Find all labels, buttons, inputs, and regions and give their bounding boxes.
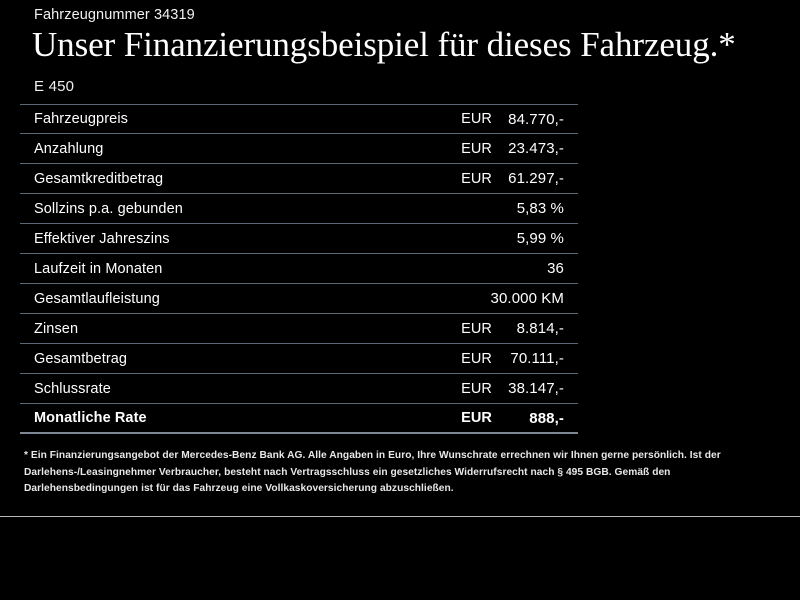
table-row: Gesamtkreditbetrag EUR 61.297,-: [20, 164, 578, 194]
row-currency: EUR: [461, 170, 492, 187]
row-currency: EUR: [461, 111, 492, 127]
row-value: 70.111,-: [510, 350, 564, 367]
table-row: Zinsen EUR 8.814,-: [20, 314, 578, 344]
row-label: Fahrzeugpreis: [34, 111, 128, 127]
row-label: Laufzeit in Monaten: [34, 260, 163, 277]
row-currency: EUR: [461, 350, 492, 367]
row-label: Effektiver Jahreszins: [34, 230, 170, 247]
table-row: Gesamtlaufleistung 30.000 KM: [20, 284, 578, 314]
row-value: 30.000 KM: [490, 290, 564, 307]
table-row: Effektiver Jahreszins 5,99 %: [20, 224, 578, 254]
table-row: Gesamtbetrag EUR 70.111,-: [20, 344, 578, 374]
table-row: Fahrzeugpreis EUR 84.770,-: [20, 104, 578, 134]
legal-footnote: * Ein Finanzierungsangebot der Mercedes-…: [24, 450, 721, 494]
row-label: Gesamtkreditbetrag: [34, 170, 164, 187]
row-currency: EUR: [461, 410, 492, 426]
footer-bar: MedeleSchäfer Menschen bewegen. Autohaus…: [0, 517, 800, 600]
row-value: 23.473,-: [508, 140, 564, 157]
row-label: Zinsen: [34, 320, 79, 337]
vehicle-model: E 450: [34, 78, 75, 95]
page-title: Unser Finanzierungsbeispiel für dieses F…: [32, 25, 736, 64]
row-label: Gesamtbetrag: [34, 350, 128, 367]
row-currency: EUR: [461, 140, 492, 157]
row-value: 888,-: [529, 409, 564, 427]
row-value: 5,99 %: [516, 230, 564, 247]
row-label: Gesamtlaufleistung: [34, 290, 160, 307]
row-label: Anzahlung: [34, 140, 104, 157]
row-value: 36: [547, 260, 564, 277]
row-currency: EUR: [461, 380, 492, 397]
row-label: Monatliche Rate: [34, 410, 147, 426]
row-value: 61.297,-: [508, 170, 564, 187]
footer-divider: [0, 516, 800, 517]
table-row: Anzahlung EUR 23.473,-: [20, 134, 578, 164]
row-currency: EUR: [461, 320, 492, 337]
vehicle-number: Fahrzeugnummer 34319: [34, 7, 195, 23]
row-value: 5,83 %: [516, 200, 564, 217]
row-label: Schlussrate: [34, 380, 111, 397]
row-value: 8.814,-: [516, 320, 564, 337]
table-row: Schlussrate EUR 38.147,-: [20, 374, 578, 404]
table-row: Sollzins p.a. gebunden 5,83 %: [20, 194, 578, 224]
table-row: Laufzeit in Monaten 36: [20, 254, 578, 284]
financing-table: Fahrzeugpreis EUR 84.770,- Anzahlung EUR 23.4…: [20, 104, 578, 434]
row-label: Sollzins p.a. gebunden: [34, 200, 183, 217]
row-value: 38.147,-: [508, 380, 564, 397]
row-value: 84.770,-: [508, 110, 564, 128]
table-row: Monatliche Rate EUR 888,-: [20, 404, 578, 434]
